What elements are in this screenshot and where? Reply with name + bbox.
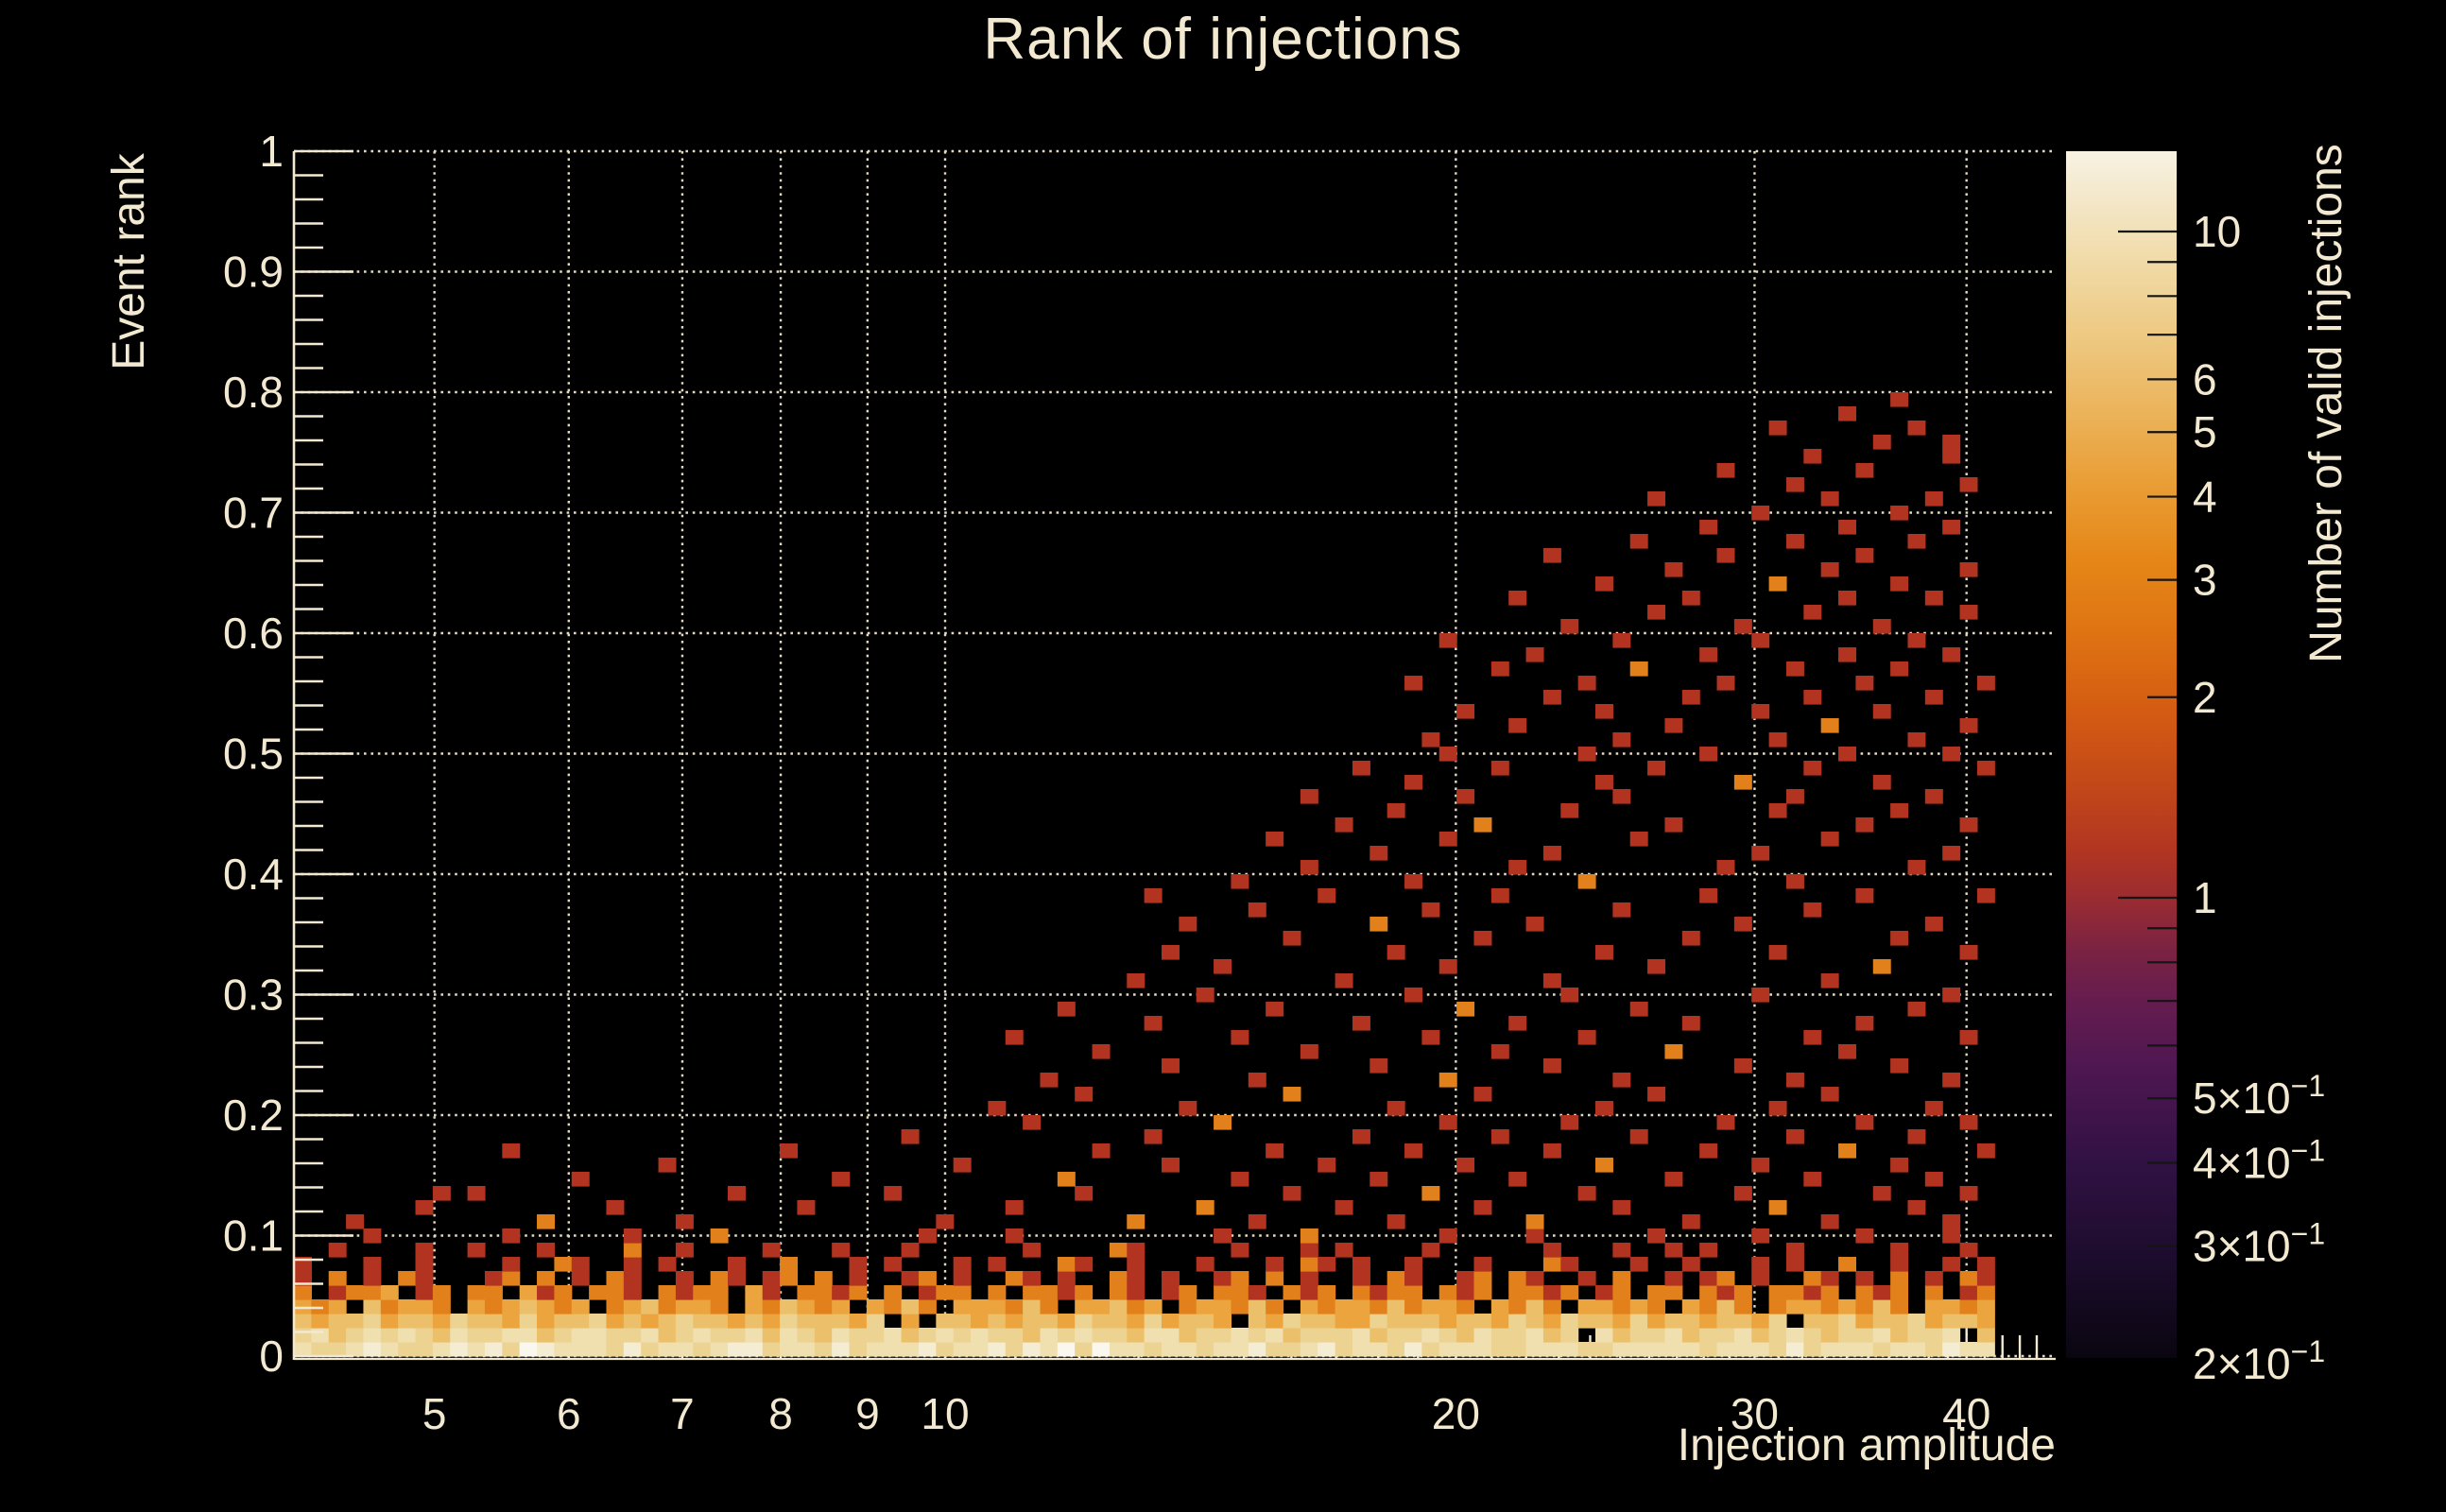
svg-text:1: 1	[2193, 873, 2217, 922]
svg-text:0: 0	[259, 1332, 284, 1381]
svg-text:40: 40	[1942, 1389, 1990, 1438]
svg-text:10: 10	[2193, 207, 2241, 256]
heatmap-cells	[294, 392, 1995, 1357]
colorbar-title: Number of valid injections	[2301, 144, 2351, 663]
colorbar	[2066, 151, 2177, 1358]
svg-text:0.2: 0.2	[223, 1091, 284, 1140]
svg-text:6: 6	[2193, 354, 2217, 404]
svg-text:4: 4	[2193, 472, 2217, 522]
svg-text:0.3: 0.3	[223, 971, 284, 1020]
svg-text:7: 7	[670, 1389, 695, 1438]
svg-text:30: 30	[1731, 1389, 1779, 1438]
svg-text:2×10−1: 2×10−1	[2193, 1334, 2325, 1388]
svg-text:1: 1	[259, 127, 284, 176]
svg-text:4×10−1: 4×10−1	[2193, 1134, 2325, 1188]
svg-text:20: 20	[1432, 1389, 1480, 1438]
svg-text:0.9: 0.9	[223, 248, 284, 297]
svg-text:0.6: 0.6	[223, 609, 284, 658]
svg-text:5: 5	[422, 1389, 447, 1438]
gridlines	[294, 149, 2056, 1358]
svg-text:10: 10	[921, 1389, 969, 1438]
colorbar-ticks	[2118, 230, 2177, 1247]
colorbar-labels: 10 65 4 3 2 1 5×10−1 4×10−1 3×10−1 2×10−1	[2193, 207, 2325, 1388]
y-axis-ticks	[294, 149, 353, 1358]
svg-text:9: 9	[855, 1389, 880, 1438]
y-axis-title: Event rank	[104, 152, 154, 369]
svg-text:0.5: 0.5	[223, 730, 284, 779]
svg-text:6: 6	[557, 1389, 581, 1438]
svg-text:3×10−1: 3×10−1	[2193, 1217, 2325, 1271]
svg-text:0.8: 0.8	[223, 368, 284, 417]
x-tick-labels: 5 6 7 8 9 10 20 30 40	[422, 1389, 1990, 1438]
svg-text:5×10−1: 5×10−1	[2193, 1069, 2325, 1123]
chart-title: Rank of injections	[983, 7, 1463, 72]
svg-text:0.7: 0.7	[223, 489, 284, 538]
svg-text:0.1: 0.1	[223, 1211, 284, 1261]
svg-text:8: 8	[768, 1389, 793, 1438]
svg-text:2: 2	[2193, 673, 2217, 722]
y-tick-labels: 0 0.1 0.2 0.3 0.4 0.5 0.6 0.7 0.8 0.9 1	[223, 127, 284, 1381]
svg-text:5: 5	[2193, 407, 2217, 456]
svg-text:0.4: 0.4	[223, 850, 284, 899]
svg-text:3: 3	[2193, 556, 2217, 605]
x-axis-title: Injection amplitude	[1678, 1420, 2056, 1470]
